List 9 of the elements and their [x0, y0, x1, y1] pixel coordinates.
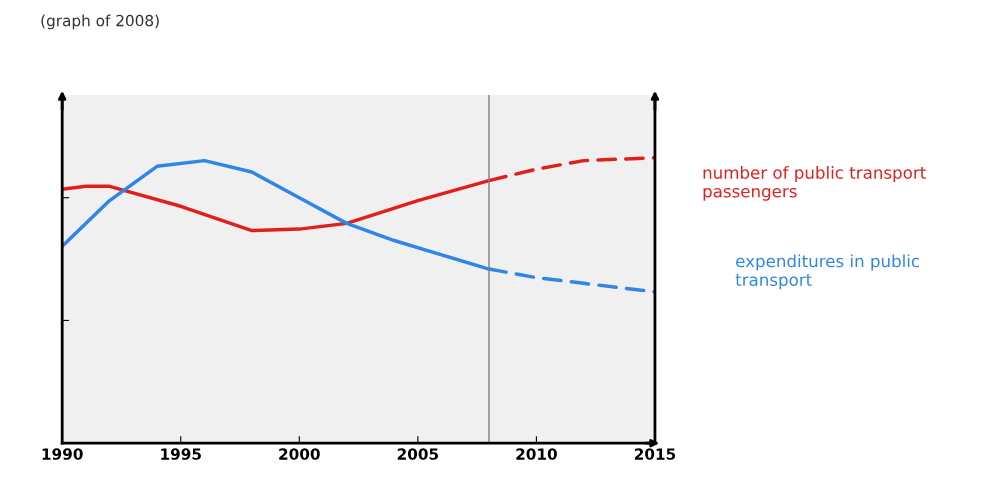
x-tick-label: 2010	[516, 448, 557, 460]
x-tick-label: 2000	[279, 448, 320, 460]
x-tick-label: 2005	[397, 448, 439, 460]
x-tick-label: 1995	[161, 448, 201, 460]
chart-title: (graph of 2008)	[41, 14, 159, 30]
x-tick-label: 1990	[42, 448, 83, 460]
text: expenditures in public transport	[735, 254, 920, 290]
x-tick-label: 2015	[634, 448, 676, 460]
text: number of public transport passengers	[703, 165, 926, 201]
